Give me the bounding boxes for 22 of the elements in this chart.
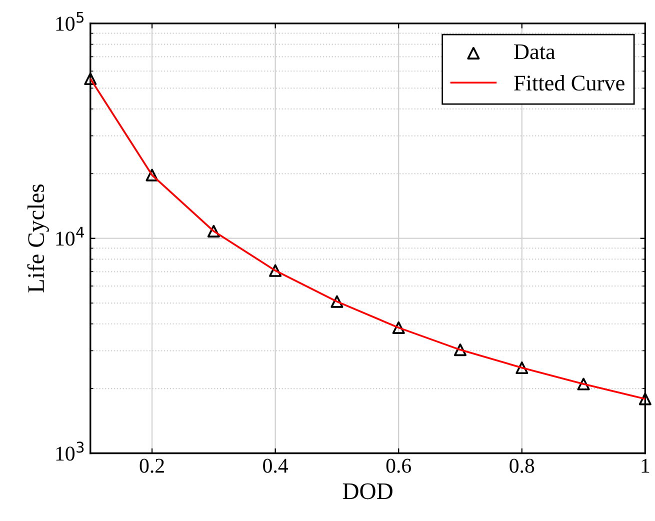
point: [392, 321, 405, 334]
x-tick-label: 1: [642, 458, 650, 473]
point: [84, 72, 97, 86]
x-tick-label: 0.8: [510, 458, 534, 473]
point: [577, 378, 590, 390]
point: [269, 264, 282, 277]
legend-label: Fitted Curve: [514, 74, 624, 91]
point: [330, 295, 344, 308]
y-tick-label: 10$^{4}$: [56, 226, 84, 246]
y-tick-label: 10$^{3}$: [56, 442, 84, 461]
y-tick-label: 10$^{5}$: [56, 12, 84, 31]
point: [454, 344, 467, 356]
x-tick-label: 0.6: [386, 458, 412, 473]
point: [146, 168, 158, 182]
x-axis-title: DOD: [342, 483, 392, 500]
legend-label: Data: [514, 44, 556, 60]
x-tick-label: 0.4: [263, 458, 288, 473]
point: [207, 224, 220, 238]
y-axis-title: Life Cycles: [27, 184, 49, 292]
point: [638, 392, 652, 406]
point: [516, 361, 528, 374]
x-tick-label: 0.2: [140, 458, 164, 473]
